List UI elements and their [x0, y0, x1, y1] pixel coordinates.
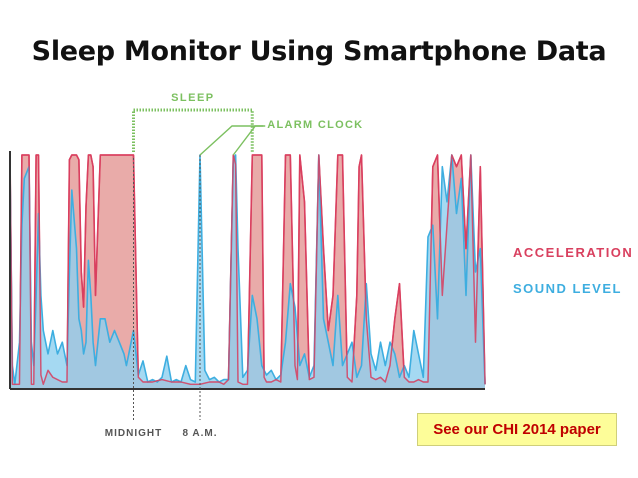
alarm-clock-pointer — [199, 125, 264, 156]
paper-note: See our CHI 2014 paper — [417, 413, 617, 446]
x-tick-label: 8 A.M. — [182, 428, 217, 439]
alarm-clock-pointer — [232, 125, 266, 156]
alarm-clock-label: ALARM CLOCK — [267, 119, 363, 131]
series-sound-level-line — [9, 154, 486, 386]
series-acceleration-outline — [9, 154, 486, 385]
series-sound-level-area — [10, 155, 485, 389]
legend-sound-level: SOUND LEVEL — [513, 281, 622, 296]
page-title: Sleep Monitor Using Smartphone Data — [31, 36, 607, 67]
legend-acceleration: ACCELERATION — [513, 245, 634, 260]
annotation-layer: SLEEP ALARM CLOCK — [132, 92, 363, 156]
sleep-bracket — [132, 108, 254, 152]
sleep-label: SLEEP — [171, 92, 215, 104]
series-layer — [9, 154, 486, 389]
x-tick-label: MIDNIGHT — [105, 428, 162, 439]
axes-layer: MIDNIGHT 8 A.M. — [9, 151, 485, 439]
